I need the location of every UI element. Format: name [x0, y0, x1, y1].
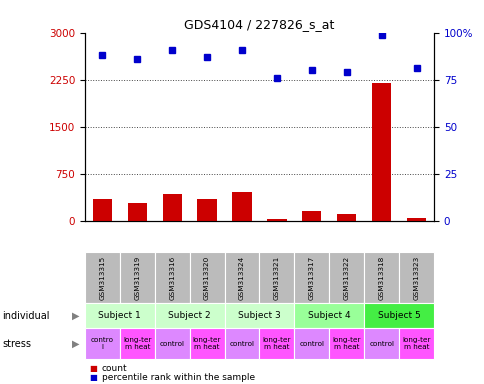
Text: control: control	[299, 341, 324, 347]
Text: contro
l: contro l	[91, 337, 114, 350]
Text: long-ter
m heat: long-ter m heat	[332, 337, 360, 350]
Text: GSM313315: GSM313315	[99, 255, 105, 300]
Text: ■: ■	[90, 373, 97, 382]
Text: long-ter
m heat: long-ter m heat	[193, 337, 221, 350]
Text: control: control	[368, 341, 393, 347]
Bar	[302, 211, 321, 221]
Title: GDS4104 / 227826_s_at: GDS4104 / 227826_s_at	[184, 18, 334, 31]
Text: GSM313322: GSM313322	[343, 255, 349, 300]
Text: Subject 1: Subject 1	[98, 311, 141, 320]
Bar	[92, 199, 112, 221]
Text: Subject 2: Subject 2	[168, 311, 211, 320]
Text: GSM313316: GSM313316	[169, 255, 175, 300]
Text: GSM313321: GSM313321	[273, 255, 279, 300]
Text: Subject 4: Subject 4	[307, 311, 350, 320]
Text: GSM313324: GSM313324	[239, 255, 244, 300]
Text: GSM313318: GSM313318	[378, 255, 384, 300]
Bar	[197, 199, 216, 221]
Text: Subject 3: Subject 3	[238, 311, 280, 320]
Text: ▶: ▶	[72, 311, 80, 321]
Text: count: count	[102, 364, 127, 373]
Text: control: control	[159, 341, 184, 347]
Text: GSM313320: GSM313320	[204, 255, 210, 300]
Text: Subject 5: Subject 5	[377, 311, 420, 320]
Bar	[127, 203, 147, 221]
Text: long-ter
m heat: long-ter m heat	[262, 337, 290, 350]
Text: GSM313323: GSM313323	[413, 255, 419, 300]
Text: long-ter
m heat: long-ter m heat	[123, 337, 151, 350]
Text: long-ter
m heat: long-ter m heat	[402, 337, 430, 350]
Text: GSM313317: GSM313317	[308, 255, 314, 300]
Text: individual: individual	[2, 311, 50, 321]
Text: percentile rank within the sample: percentile rank within the sample	[102, 373, 255, 382]
Text: GSM313319: GSM313319	[134, 255, 140, 300]
Bar	[232, 192, 251, 221]
Text: control: control	[229, 341, 254, 347]
Bar	[267, 219, 286, 221]
Bar	[371, 83, 391, 221]
Bar	[336, 214, 356, 221]
Text: stress: stress	[2, 339, 31, 349]
Bar	[406, 218, 425, 221]
Text: ▶: ▶	[72, 339, 80, 349]
Bar	[162, 194, 182, 221]
Text: ■: ■	[90, 364, 97, 373]
